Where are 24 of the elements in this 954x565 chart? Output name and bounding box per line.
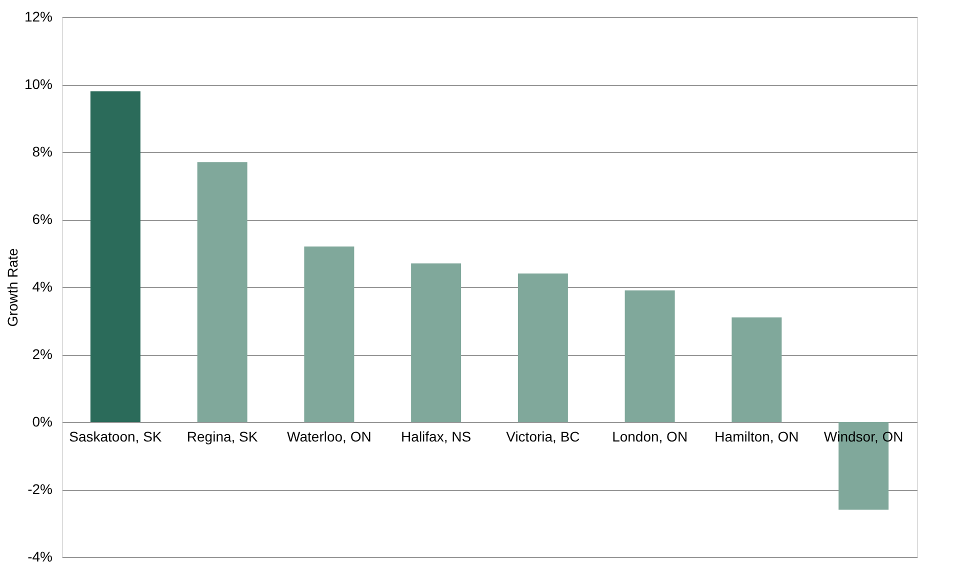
x-tick-label: Halifax, NS (401, 428, 472, 444)
y-tick-label: 2% (32, 346, 52, 362)
x-tick-label: Victoria, BC (506, 428, 580, 444)
bar (518, 274, 568, 422)
y-tick-label: 6% (32, 211, 52, 227)
x-tick-label: Waterloo, ON (287, 428, 372, 444)
y-tick-label: 10% (24, 76, 52, 92)
y-tick-label: 4% (32, 278, 52, 294)
x-tick-label: Regina, SK (186, 428, 258, 444)
bar (197, 162, 248, 422)
bar (90, 91, 140, 422)
bar (304, 246, 354, 422)
y-tick-label: 12% (24, 8, 52, 24)
x-tick-label: Hamilton, ON (714, 428, 799, 444)
y-axis-title: Growth Rate (4, 248, 20, 327)
x-tick-label: London, ON (612, 428, 688, 444)
bar (411, 263, 462, 422)
bar (732, 317, 782, 422)
bar (624, 290, 675, 422)
y-tick-label: -2% (28, 481, 52, 497)
y-tick-label: -4% (28, 548, 52, 564)
y-tick-label: 0% (32, 414, 52, 430)
x-tick-label: Saskatoon, SK (69, 428, 162, 444)
y-tick-label: 8% (32, 144, 52, 160)
